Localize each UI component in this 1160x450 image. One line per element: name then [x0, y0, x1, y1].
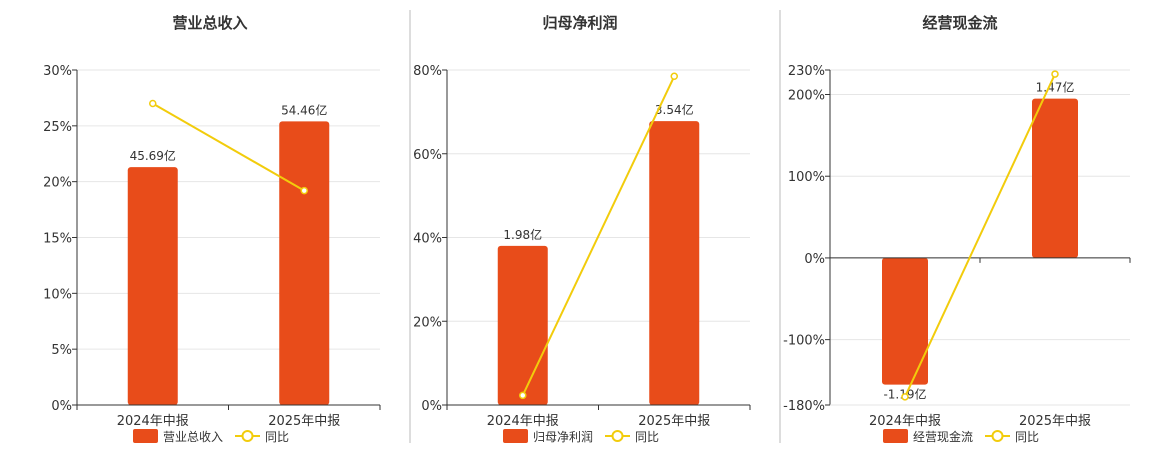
bar — [279, 121, 330, 405]
x-tick-label: 2024年中报 — [869, 414, 941, 429]
y-tick-label: 10% — [43, 287, 72, 302]
legend-swatch-marker — [991, 430, 1004, 442]
legend-swatch-marker — [611, 430, 624, 442]
y-tick-label: -180% — [783, 399, 825, 414]
chart-1: 营业总收入 0% 5% 10% 15% 20% 25% 30% 45.69亿 54.46亿 2024… — [43, 14, 381, 444]
legend: 经营现金流 同比 — [883, 429, 1039, 444]
bar — [882, 257, 928, 385]
chart-2: 归母净利润 0% 20% 40% 60% 80% 1.98亿 3.54亿 2024年中报 2025… — [413, 14, 751, 444]
y-tick-label: 30% — [43, 64, 72, 79]
legend-label-bar: 营业总收入 — [163, 430, 223, 444]
line-point — [1051, 70, 1059, 78]
y-tick-label: 0% — [421, 399, 442, 414]
legend: 营业总收入 同比 — [133, 429, 289, 444]
bar-data-label: 45.69亿 — [130, 148, 176, 163]
x-tick-label: 2024年中报 — [487, 414, 559, 429]
line-point — [149, 99, 157, 108]
line-series-yoy — [904, 73, 1056, 398]
y-tick-label: 230% — [788, 64, 825, 79]
bar-data-label: 1.47亿 — [1036, 80, 1075, 95]
legend-label-line: 同比 — [635, 430, 659, 444]
line-point — [901, 393, 909, 401]
x-tick-label: 2025年中报 — [1019, 414, 1091, 429]
chart-title: 归母净利润 — [542, 14, 617, 32]
y-tick-label: 0% — [51, 399, 72, 414]
y-tick-label: 0% — [804, 252, 825, 267]
bar — [1032, 98, 1078, 258]
bar-data-label: 3.54亿 — [655, 102, 694, 117]
line-point — [300, 186, 308, 195]
y-tick-label: 5% — [51, 343, 72, 358]
bar — [127, 167, 178, 405]
line-series-yoy — [521, 75, 676, 396]
chart-title: 经营现金流 — [922, 14, 997, 32]
legend-label-line: 同比 — [265, 430, 289, 444]
legend-swatch-marker — [241, 430, 254, 442]
y-tick-label: 15% — [43, 232, 72, 247]
bar-data-label: 1.98亿 — [503, 227, 542, 242]
line-series-yoy — [152, 102, 305, 192]
legend-swatch-bar — [883, 429, 908, 443]
y-tick-label: 20% — [413, 315, 442, 330]
bar — [497, 245, 548, 405]
y-tick-label: -100% — [783, 334, 825, 349]
y-tick-label: 40% — [413, 232, 442, 247]
bar-data-label: 54.46亿 — [281, 102, 327, 117]
y-tick-label: 200% — [788, 89, 825, 104]
legend-label-bar: 经营现金流 — [913, 429, 973, 444]
legend-swatch-bar — [133, 429, 158, 443]
x-tick-label: 2025年中报 — [268, 414, 340, 429]
legend-label-line: 同比 — [1015, 430, 1039, 444]
legend-label-bar: 归母净利润 — [533, 430, 593, 444]
legend-swatch-bar — [503, 429, 528, 443]
y-tick-label: 100% — [788, 170, 825, 185]
y-tick-label: 60% — [413, 148, 442, 163]
line-point — [670, 72, 678, 81]
y-tick-label: 20% — [43, 176, 72, 191]
chart-title: 营业总收入 — [172, 14, 247, 32]
y-tick-label: 25% — [43, 120, 72, 135]
line-point — [519, 391, 527, 400]
chart-3: 经营现金流-180%-100%0%100%200%230%-1.19亿1.47亿… — [783, 14, 1131, 444]
x-tick-label: 2025年中报 — [638, 414, 710, 429]
x-tick-label: 2024年中报 — [117, 414, 189, 429]
legend: 归母净利润 同比 — [503, 429, 659, 444]
y-tick-label: 80% — [413, 64, 442, 79]
bar — [649, 121, 700, 406]
